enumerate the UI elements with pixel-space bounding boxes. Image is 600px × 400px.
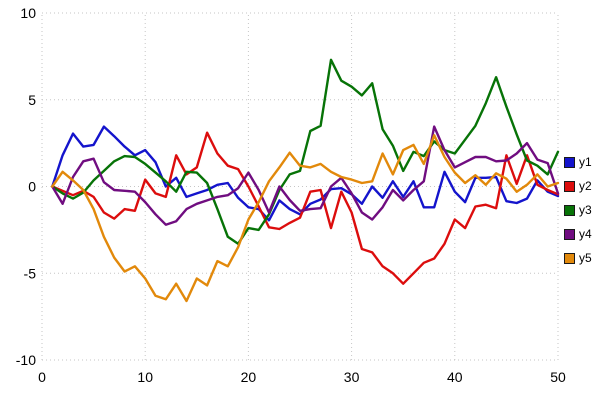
- legend: y1 y2 y3 y4 y5: [564, 150, 592, 270]
- x-tick-label: 50: [550, 369, 566, 385]
- legend-item-y4: y4: [564, 222, 592, 246]
- series-line-y4: [51, 125, 560, 226]
- series-line-y5: [51, 134, 560, 303]
- series-line-y3: [51, 58, 560, 246]
- legend-swatch-y5: [564, 252, 575, 264]
- y-tick-label: -10: [16, 352, 36, 368]
- legend-label: y5: [579, 251, 592, 265]
- legend-item-y1: y1: [564, 150, 592, 174]
- legend-swatch-y1: [564, 156, 575, 168]
- series-line-y2: [51, 131, 560, 285]
- y-tick-label: 5: [28, 92, 36, 108]
- legend-item-y5: y5: [564, 246, 592, 270]
- legend-item-y2: y2: [564, 174, 592, 198]
- x-tick-label: 20: [241, 369, 257, 385]
- legend-swatch-y3: [564, 204, 575, 216]
- y-tick-label: 10: [20, 5, 36, 21]
- legend-label: y2: [579, 179, 592, 193]
- legend-item-y3: y3: [564, 198, 592, 222]
- y-tick-label: 0: [28, 179, 36, 195]
- x-tick-label: 0: [38, 369, 46, 385]
- x-tick-label: 40: [447, 369, 463, 385]
- legend-label: y3: [579, 203, 592, 217]
- y-tick-label: -5: [24, 265, 37, 281]
- legend-label: y4: [579, 227, 592, 241]
- legend-label: y1: [579, 155, 592, 169]
- x-tick-label: 10: [137, 369, 153, 385]
- legend-swatch-y4: [564, 228, 575, 240]
- x-tick-label: 30: [344, 369, 360, 385]
- legend-swatch-y2: [564, 180, 575, 192]
